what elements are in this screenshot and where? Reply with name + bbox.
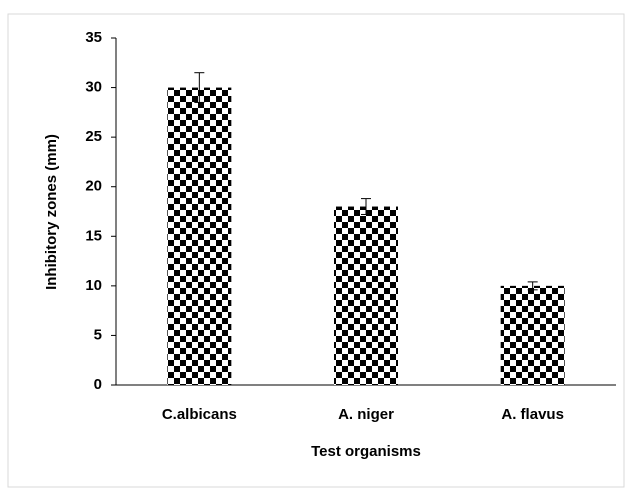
x-tick-label: A. niger [338, 406, 394, 423]
y-tick-label: 30 [85, 79, 102, 96]
error-bar [361, 198, 371, 215]
y-tick-label: 0 [94, 376, 102, 393]
bar [334, 206, 398, 385]
error-bar [527, 281, 538, 291]
error-bar [194, 72, 205, 103]
y-tick-label: 20 [85, 178, 102, 195]
chart-border [7, 13, 625, 488]
y-axis-label: Inhibitory zones (mm) [43, 134, 60, 290]
x-tick-label: C.albicans [162, 406, 237, 423]
y-tick-label: 10 [85, 277, 102, 294]
y-tick-label: 25 [85, 128, 102, 145]
y-tick-label: 5 [94, 326, 102, 343]
x-tick-label: A. flavus [501, 406, 564, 423]
x-axis-label: Test organisms [311, 443, 421, 460]
y-tick-label: 15 [85, 227, 102, 244]
bar [500, 285, 565, 385]
y-tick-label: 35 [85, 29, 102, 46]
bar [167, 87, 232, 386]
